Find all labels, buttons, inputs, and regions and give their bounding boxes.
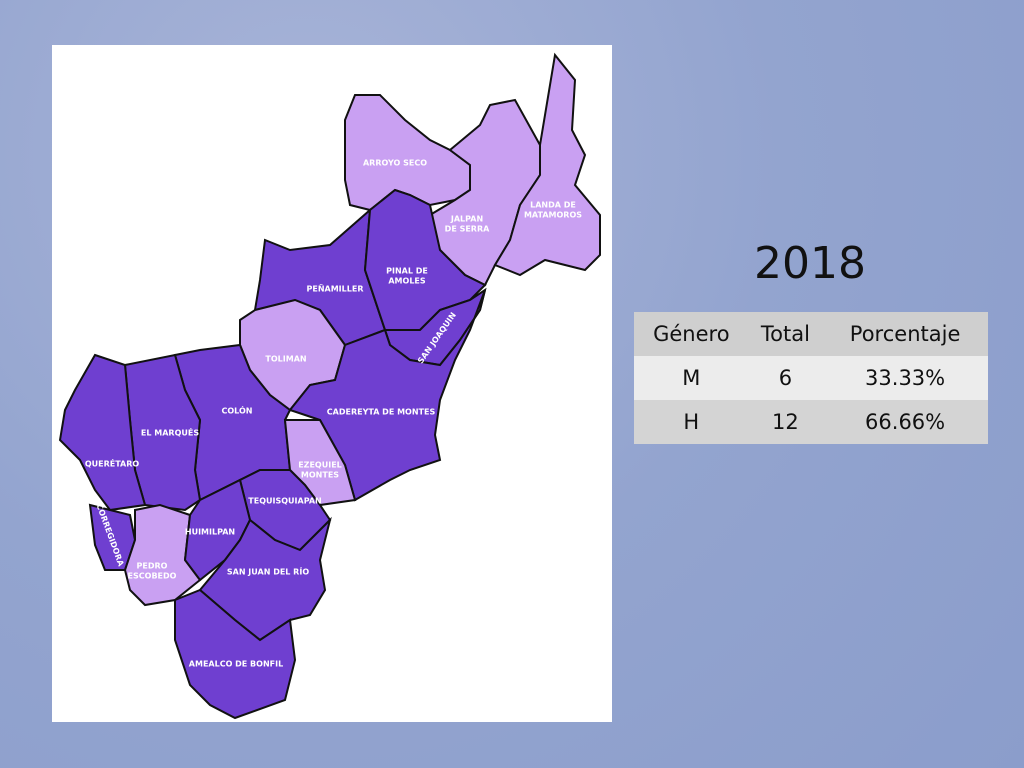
municipality-label: SAN JUAN DEL RÍO [227, 566, 309, 577]
municipality-label: TOLIMAN [265, 355, 306, 364]
header-cell: Porcentaje [849, 322, 961, 346]
municipality [174, 588, 297, 720]
municipality-label: PEDRO [137, 562, 168, 571]
municipality-label: PINAL DE [386, 267, 428, 276]
municipality [58, 353, 147, 512]
header-cell: Total [760, 322, 810, 346]
header-row: Género Total Porcentaje [634, 312, 988, 356]
cell: 12 [772, 410, 799, 434]
row: H 12 66.66% [634, 400, 988, 444]
municipality-label: CADEREYTA DE MONTES [327, 408, 436, 417]
municipality-label: TEQUISQUIAPAN [248, 497, 321, 506]
municipality [288, 289, 486, 502]
municipality [363, 188, 487, 331]
header-cell: Género [653, 322, 730, 346]
cell: 33.33% [865, 366, 946, 390]
municipality-label: COLÓN [222, 405, 253, 416]
municipality-label: MATAMOROS [524, 211, 582, 220]
municipality-label: PEÑAMILLER [307, 284, 364, 294]
municipality [344, 94, 471, 212]
municipality-label: QUERÉTARO [85, 458, 140, 469]
municipality-label: EL MARQUÉS [141, 427, 199, 438]
cell: 6 [778, 366, 793, 390]
gender-table: Género Total Porcentaje M 6 33.33% H 12 … [634, 312, 988, 444]
cell: 66.66% [865, 410, 946, 434]
cell: H [683, 410, 700, 434]
municipality-label: MONTES [301, 471, 339, 480]
municipality [493, 52, 601, 277]
row: M 6 33.33% [634, 356, 988, 400]
municipality-label: AMOLES [388, 277, 426, 286]
municipality-label: LANDA DE [530, 201, 576, 210]
municipality-label: ARROYO SECO [363, 159, 427, 168]
municipality-label: JALPAN [450, 215, 483, 224]
cell: M [682, 366, 701, 390]
municipality-label: DE SERRA [445, 225, 490, 234]
municipality-label: EZEQUIEL [298, 461, 342, 470]
municipality-label: ESCOBEDO [128, 572, 177, 581]
municipality-label: AMEALCO DE BONFIL [189, 660, 283, 669]
municipality-label: HUIMILPAN [185, 528, 235, 537]
year-title: 2018 [754, 238, 866, 289]
